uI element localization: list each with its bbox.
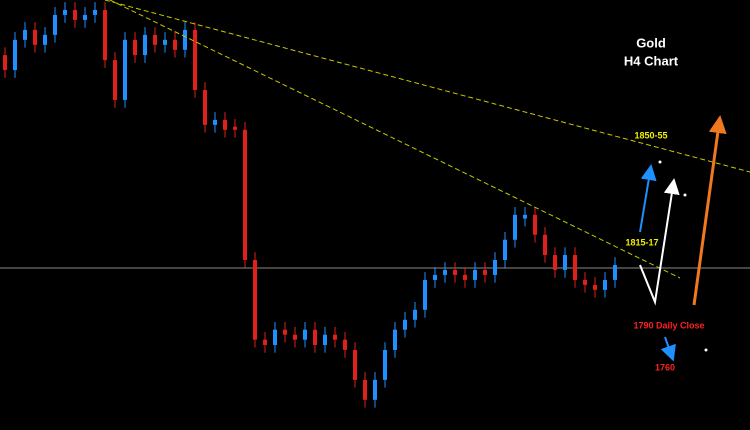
candle-body <box>573 255 577 280</box>
arrow <box>639 164 657 233</box>
candle-body <box>513 214 517 240</box>
annotation: 1850-55 <box>634 130 667 140</box>
candle-body <box>553 255 557 270</box>
candle-body <box>293 334 297 340</box>
trend-line <box>104 0 750 173</box>
candle-body <box>173 39 177 50</box>
candle-body <box>443 269 447 275</box>
candle-body <box>603 279 607 290</box>
candle-body <box>93 9 97 15</box>
candle-body <box>593 284 597 290</box>
candle-body <box>233 126 237 130</box>
candle-body <box>123 39 127 100</box>
candle-body <box>183 29 187 50</box>
candle-body <box>13 39 17 71</box>
candles <box>3 2 617 408</box>
candle-body <box>23 29 27 40</box>
candle-body <box>273 329 277 345</box>
chart-subtitle: H4 Chart <box>624 53 679 68</box>
candle-body <box>373 379 377 400</box>
dot <box>683 193 687 197</box>
candle-body <box>413 309 417 320</box>
annotation: 1815-17 <box>625 237 658 247</box>
candle-body <box>393 329 397 350</box>
candle-body <box>43 34 47 45</box>
candle-body <box>163 39 167 45</box>
candle-body <box>543 234 547 256</box>
candle-body <box>33 29 37 45</box>
chart-title: Gold <box>636 35 666 50</box>
candle-body <box>453 269 457 275</box>
arrow <box>639 178 680 306</box>
candle-body <box>313 329 317 345</box>
candle-body <box>433 274 437 280</box>
candle-body <box>613 264 617 280</box>
candle-body <box>563 255 567 270</box>
candle-body <box>583 279 587 285</box>
candle-body <box>483 269 487 275</box>
trend-line <box>109 0 681 279</box>
candle-body <box>383 349 387 380</box>
dot <box>658 160 662 164</box>
candle-body <box>403 319 407 330</box>
candle-body <box>73 9 77 20</box>
candle-body <box>113 60 117 100</box>
candle-body <box>133 39 137 56</box>
candle-body <box>263 339 267 345</box>
candle-body <box>523 214 527 219</box>
candle-body <box>463 274 467 280</box>
candle-body <box>353 349 357 380</box>
candle-body <box>323 334 327 345</box>
candle-body <box>213 119 217 125</box>
candle-body <box>253 259 257 340</box>
candle-body <box>363 379 367 400</box>
candle-body <box>193 29 197 90</box>
candle-body <box>53 14 57 35</box>
annotation: 1760 <box>655 362 675 372</box>
dot <box>704 348 708 352</box>
candle-body <box>473 269 477 280</box>
candle-body <box>83 14 87 20</box>
candle-body <box>103 9 107 61</box>
candle-body <box>423 279 427 310</box>
candle-body <box>503 239 507 260</box>
candle-body <box>243 129 247 260</box>
candle-body <box>533 214 537 235</box>
candle-body <box>333 334 337 340</box>
candle-body <box>63 9 67 15</box>
candle-body <box>153 34 157 45</box>
candle-body <box>143 34 147 56</box>
candle-body <box>343 339 347 350</box>
candle-body <box>493 259 497 275</box>
candle-body <box>203 89 207 125</box>
candle-body <box>303 329 307 340</box>
candle-body <box>3 55 7 71</box>
candle-body <box>223 119 227 130</box>
candle-body <box>283 329 287 335</box>
annotation: 1790 Daily Close <box>633 320 704 330</box>
arrow <box>692 115 727 306</box>
arrow <box>660 336 676 362</box>
